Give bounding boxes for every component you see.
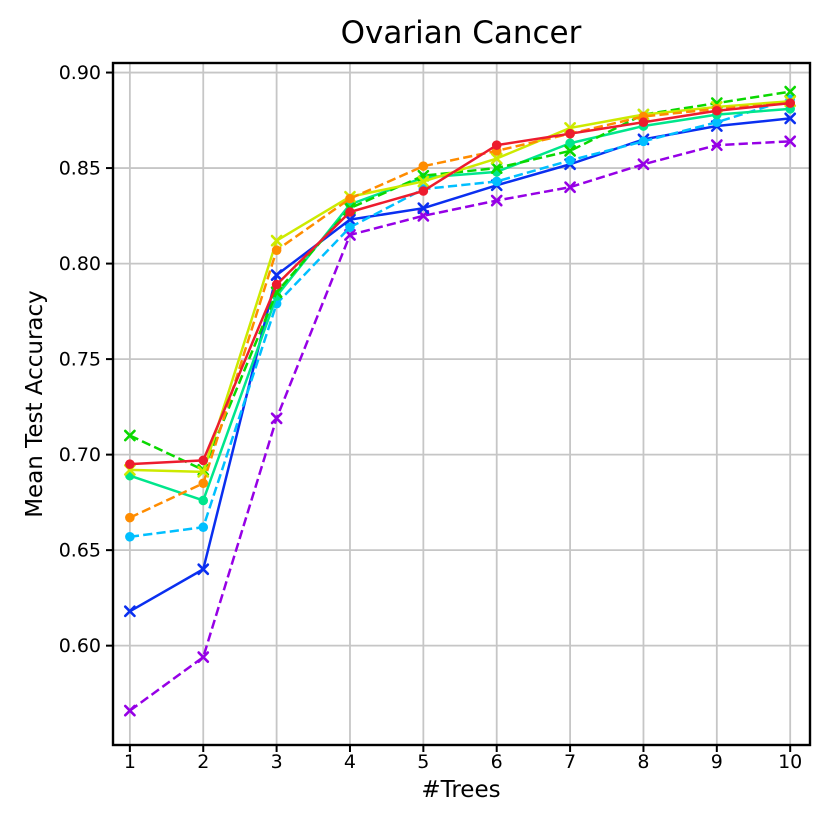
marker-x bbox=[197, 563, 210, 576]
axes bbox=[106, 61, 812, 752]
series-blue-solid-x bbox=[123, 112, 797, 618]
marker-x bbox=[417, 202, 430, 215]
marker-x bbox=[270, 412, 283, 425]
y-tick-label: 0.75 bbox=[59, 349, 101, 371]
y-tick-label: 0.80 bbox=[59, 253, 101, 275]
marker-circle bbox=[418, 186, 429, 196]
marker-x bbox=[637, 158, 650, 171]
marker-x bbox=[784, 112, 797, 125]
marker-x bbox=[490, 152, 503, 165]
series-line-red-solid-circle bbox=[129, 101, 791, 466]
marker-circle bbox=[565, 155, 575, 166]
marker-x bbox=[123, 704, 136, 717]
x-tick-label: 4 bbox=[344, 751, 356, 773]
y-tick-label: 0.65 bbox=[59, 540, 101, 562]
marker-circle bbox=[712, 105, 722, 116]
x-tick-label: 8 bbox=[637, 751, 649, 773]
plot-spines bbox=[111, 61, 812, 747]
marker-x bbox=[197, 651, 210, 664]
series-line-orange-dashed-circle bbox=[129, 101, 791, 519]
marker-x bbox=[784, 85, 797, 98]
x-tick-label: 10 bbox=[778, 751, 802, 773]
marker-x bbox=[564, 181, 576, 194]
marker-circle bbox=[418, 161, 429, 171]
marker-circle bbox=[565, 128, 575, 139]
x-tick-label: 3 bbox=[271, 751, 283, 773]
marker-x bbox=[784, 135, 797, 148]
marker-circle bbox=[271, 279, 282, 290]
marker-circle bbox=[198, 522, 209, 533]
series-line-blue-solid-x bbox=[129, 117, 791, 613]
marker-x bbox=[417, 175, 430, 188]
x-axis-label: #Trees bbox=[421, 777, 500, 803]
marker-circle bbox=[125, 459, 135, 469]
marker-x bbox=[123, 429, 136, 442]
marker-x bbox=[270, 269, 283, 281]
series-line-purple-dashed-x bbox=[129, 140, 791, 712]
y-tick-label: 0.60 bbox=[59, 635, 101, 657]
x-tick-label: 9 bbox=[711, 751, 723, 773]
marker-x bbox=[270, 234, 283, 247]
marker-circle bbox=[345, 193, 355, 204]
marker-x bbox=[123, 605, 136, 618]
marker-circle bbox=[638, 117, 649, 128]
x-tick-label: 2 bbox=[197, 751, 209, 773]
marker-circle bbox=[785, 98, 795, 108]
series-line-springgreen-solid-circle bbox=[129, 107, 791, 502]
series-line-cyan-dashed-circle bbox=[129, 98, 791, 539]
marker-circle bbox=[345, 207, 355, 217]
marker-circle bbox=[491, 140, 502, 150]
marker-x bbox=[197, 465, 210, 478]
x-tick-label: 7 bbox=[564, 751, 576, 773]
y-tick-label: 0.85 bbox=[59, 158, 101, 180]
data-series bbox=[123, 85, 797, 717]
x-tick-label: 1 bbox=[124, 751, 136, 773]
chart-title: Ovarian Cancer bbox=[341, 15, 582, 51]
marker-circle bbox=[125, 531, 135, 542]
y-axis-label: Mean Test Accuracy bbox=[22, 290, 48, 518]
y-tick-label: 0.90 bbox=[59, 62, 101, 84]
series-line-green-dashed-x bbox=[129, 90, 791, 472]
marker-circle bbox=[491, 176, 502, 187]
marker-circle bbox=[271, 245, 282, 256]
tick-labels: 1 2 3 4 5 6 7 8 9 10 0.60 0.65 0.70 0.75 0.80 0.85 0.90 bbox=[59, 62, 803, 773]
marker-circle bbox=[638, 136, 649, 147]
x-tick-label: 5 bbox=[417, 751, 429, 773]
y-tick-label: 0.70 bbox=[59, 444, 101, 466]
x-tick-label: 6 bbox=[491, 751, 503, 773]
marker-x bbox=[710, 139, 723, 152]
series-line-yellow-solid-x bbox=[129, 99, 791, 474]
marker-circle bbox=[198, 495, 209, 506]
marker-circle bbox=[345, 222, 355, 233]
marker-circle bbox=[712, 117, 722, 128]
marker-x bbox=[490, 162, 503, 174]
marker-circle bbox=[565, 138, 575, 149]
marker-x bbox=[490, 194, 503, 207]
marker-circle bbox=[198, 478, 209, 489]
marker-circle bbox=[198, 455, 209, 466]
marker-circle bbox=[125, 512, 135, 523]
series-purple-dashed-x bbox=[123, 135, 797, 717]
series-red-solid-circle bbox=[125, 98, 795, 469]
marker-x bbox=[564, 144, 576, 157]
